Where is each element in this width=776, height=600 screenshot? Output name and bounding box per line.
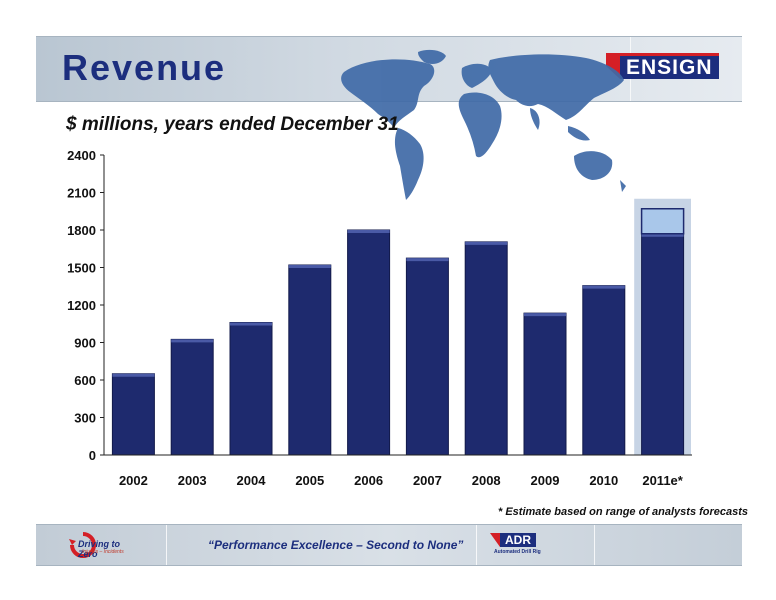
bar-highlight (641, 233, 684, 237)
bar-highlight (112, 373, 155, 377)
y-tick-label: 1500 (67, 261, 96, 276)
x-tick-label: 2009 (531, 473, 560, 488)
footer-banner: Driving to Zero Injuries – Incidents “Pe… (36, 524, 742, 566)
footer-divider (166, 525, 167, 565)
bar-highlight (230, 322, 272, 326)
driving-to-zero-logo: Driving to Zero Injuries – Incidents (68, 531, 138, 559)
bar (523, 312, 567, 456)
bar (641, 233, 685, 456)
bar-highlight (582, 285, 625, 289)
bar-highlight (288, 265, 331, 268)
y-tick-label: 1200 (67, 298, 96, 313)
circular-arrows-icon (69, 532, 96, 558)
y-tick-label: 2400 (67, 148, 96, 163)
ensign-logo: ENSIGN (606, 53, 732, 79)
bar (111, 373, 155, 456)
x-tick-label: 2005 (295, 473, 324, 488)
page-title: Revenue (62, 47, 227, 88)
bar (229, 322, 273, 456)
bar-highlight (171, 339, 214, 343)
dtz-sublabel: Injuries – Incidents (82, 549, 124, 555)
bar (170, 338, 214, 456)
x-tick-label: 2002 (119, 473, 148, 488)
x-tick-label: 2004 (237, 473, 267, 488)
y-tick-label: 1800 (67, 223, 96, 238)
bar-highlight (465, 241, 508, 245)
estimate-footnote: * Estimate based on range of analysts fo… (498, 506, 749, 518)
world-map-icon (341, 49, 626, 200)
x-tick-label: 2011e* (642, 473, 683, 488)
footer-divider (594, 525, 595, 565)
bar-highlight (524, 313, 566, 317)
x-tick-label: 2010 (589, 473, 618, 488)
y-tick-label: 2100 (67, 186, 96, 201)
x-tick-label: 2008 (472, 473, 501, 488)
y-tick-label: 900 (74, 336, 96, 351)
bar (405, 257, 449, 456)
adr-logo: ADR Automated Drill Rig (490, 533, 558, 561)
bar-highlight (406, 258, 449, 262)
bar (464, 241, 508, 456)
dtz-label: Driving to Zero (78, 539, 120, 559)
x-tick-label: 2006 (354, 473, 383, 488)
bar-highlight (347, 230, 390, 233)
y-tick-label: 0 (89, 448, 96, 463)
chart-subtitle: $ millions, years ended December 31 (66, 114, 399, 135)
bar (582, 285, 626, 456)
adr-sublabel: Automated Drill Rig (494, 549, 541, 555)
bar (288, 264, 332, 456)
logo-text: ENSIGN (620, 53, 719, 79)
x-tick-label: 2007 (413, 473, 442, 488)
footer-slogan: “Performance Excellence – Second to None… (208, 538, 464, 552)
adr-badge: ADR (490, 533, 536, 547)
estimate-range-bar (640, 208, 685, 235)
x-tick-label: 2003 (178, 473, 207, 488)
y-tick-label: 600 (74, 373, 96, 388)
bar (347, 229, 391, 456)
adr-label: ADR (500, 533, 536, 547)
y-tick-label: 300 (74, 411, 96, 426)
footer-divider (476, 525, 477, 565)
adr-red-wedge (490, 533, 500, 547)
